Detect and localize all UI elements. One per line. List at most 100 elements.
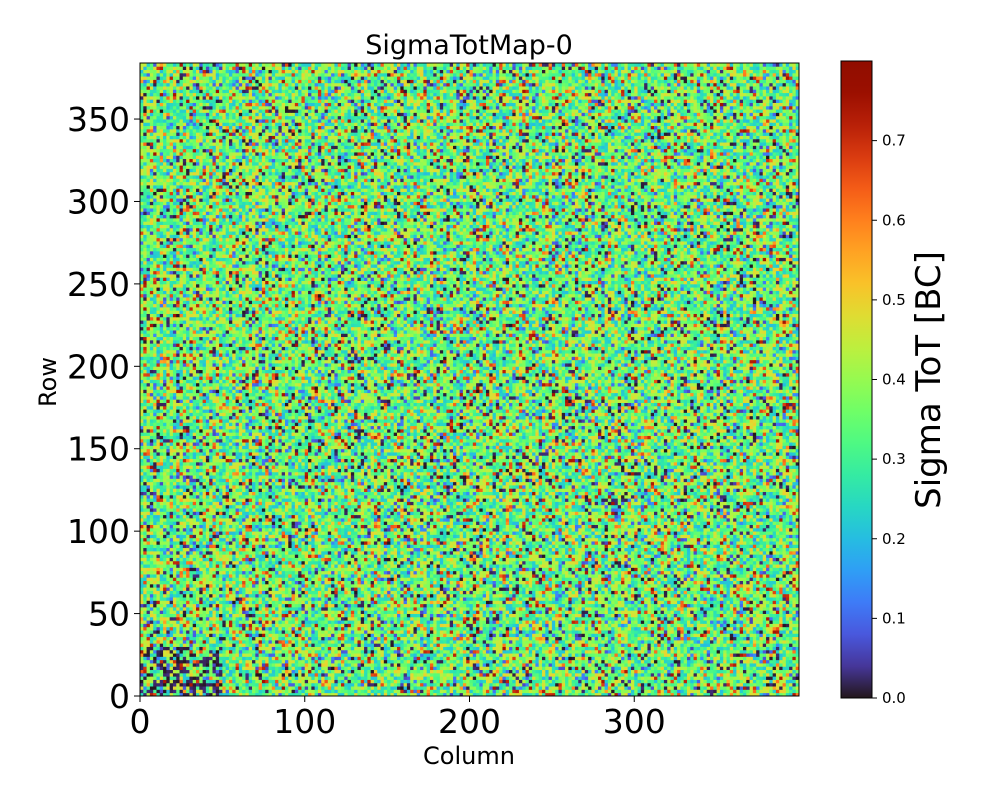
heatmap-cell <box>605 656 609 660</box>
heatmap-cell <box>473 660 477 664</box>
heatmap-cell <box>212 650 216 654</box>
heatmap-cell <box>423 663 427 667</box>
heatmap-cell <box>453 680 457 684</box>
heatmap-cell <box>743 660 747 664</box>
heatmap-cell <box>176 653 180 657</box>
heatmap-cell <box>430 650 434 654</box>
heatmap-cell <box>516 676 520 680</box>
heatmap-cell <box>189 670 193 674</box>
heatmap-cell <box>381 680 385 684</box>
heatmap-cell <box>657 663 661 667</box>
heatmap-cell <box>641 683 645 687</box>
heatmap-cell <box>328 676 332 680</box>
heatmap-cell <box>624 676 628 680</box>
heatmap-cell <box>690 680 694 684</box>
heatmap-cell <box>493 666 497 670</box>
heatmap-cell <box>746 660 750 664</box>
heatmap-cell <box>242 663 246 667</box>
heatmap-cell <box>206 647 210 651</box>
heatmap-cell <box>694 673 698 677</box>
heatmap-cell <box>371 666 375 670</box>
heatmap-cell <box>707 666 711 670</box>
heatmap-cell <box>733 676 737 680</box>
heatmap-cell <box>707 676 711 680</box>
heatmap-cell <box>384 670 388 674</box>
heatmap-cell <box>311 656 315 660</box>
heatmap-cell <box>582 683 586 687</box>
heatmap-cell <box>216 683 220 687</box>
heatmap-cell <box>160 670 164 674</box>
heatmap-cell <box>614 673 618 677</box>
heatmap-cell <box>651 676 655 680</box>
heatmap-cell <box>203 676 207 680</box>
heatmap-cell <box>621 680 625 684</box>
heatmap-cell <box>199 666 203 670</box>
heatmap-cell <box>173 670 177 674</box>
heatmap-cell <box>542 650 546 654</box>
heatmap-cell <box>453 670 457 674</box>
heatmap-cell <box>736 666 740 670</box>
heatmap-cell <box>601 656 605 660</box>
heatmap-cell <box>552 670 556 674</box>
heatmap-cell <box>703 656 707 660</box>
heatmap-cell <box>153 670 157 674</box>
heatmap-cell <box>236 676 240 680</box>
heatmap-cell <box>348 650 352 654</box>
heatmap-cell <box>232 680 236 684</box>
heatmap-cell <box>242 647 246 651</box>
heatmap-cell <box>180 673 184 677</box>
heatmap-cell <box>203 683 207 687</box>
heatmap-cell <box>374 656 378 660</box>
heatmap-cell <box>140 670 144 674</box>
heatmap-cell <box>568 656 572 660</box>
heatmap-cell <box>766 666 770 670</box>
heatmap-cell <box>249 683 253 687</box>
heatmap-cell <box>539 666 543 670</box>
heatmap-cell <box>206 683 210 687</box>
heatmap-cell <box>443 683 447 687</box>
heatmap-cell <box>786 689 790 693</box>
heatmap-cell <box>776 660 780 664</box>
heatmap-cell <box>450 689 454 693</box>
heatmap-cell <box>578 673 582 677</box>
heatmap-cell <box>614 650 618 654</box>
heatmap-cell <box>156 680 160 684</box>
heatmap-cell <box>506 689 510 693</box>
heatmap-cell <box>565 680 569 684</box>
heatmap-cell <box>697 650 701 654</box>
heatmap-cell <box>404 653 408 657</box>
heatmap-cell <box>746 673 750 677</box>
heatmap-cell <box>720 683 724 687</box>
heatmap-cell <box>479 683 483 687</box>
heatmap-cell <box>305 650 309 654</box>
heatmap-cell <box>506 653 510 657</box>
heatmap-cell <box>183 666 187 670</box>
heatmap-cell <box>413 663 417 667</box>
heatmap-cell <box>479 670 483 674</box>
heatmap-cell <box>269 666 273 670</box>
heatmap-cell <box>753 689 757 693</box>
heatmap-cell <box>759 686 763 690</box>
heatmap-cell <box>226 653 230 657</box>
heatmap-cell <box>216 686 220 690</box>
heatmap-cell <box>252 663 256 667</box>
heatmap-cell <box>390 673 394 677</box>
heatmap-cell <box>143 653 147 657</box>
heatmap-cell <box>783 670 787 674</box>
heatmap-cell <box>400 653 404 657</box>
heatmap-cell <box>502 656 506 660</box>
heatmap-cell <box>361 683 365 687</box>
heatmap-cell <box>170 680 174 684</box>
heatmap-cell <box>558 689 562 693</box>
heatmap-cell <box>259 670 263 674</box>
heatmap-cell <box>661 666 665 670</box>
heatmap-cell <box>483 680 487 684</box>
heatmap-cell <box>219 686 223 690</box>
heatmap-cell <box>526 673 530 677</box>
heatmap-cell <box>160 647 164 651</box>
heatmap-cell <box>321 666 325 670</box>
heatmap-cell <box>328 647 332 651</box>
heatmap-cell <box>598 689 602 693</box>
heatmap-cell <box>585 660 589 664</box>
heatmap-cell <box>156 683 160 687</box>
